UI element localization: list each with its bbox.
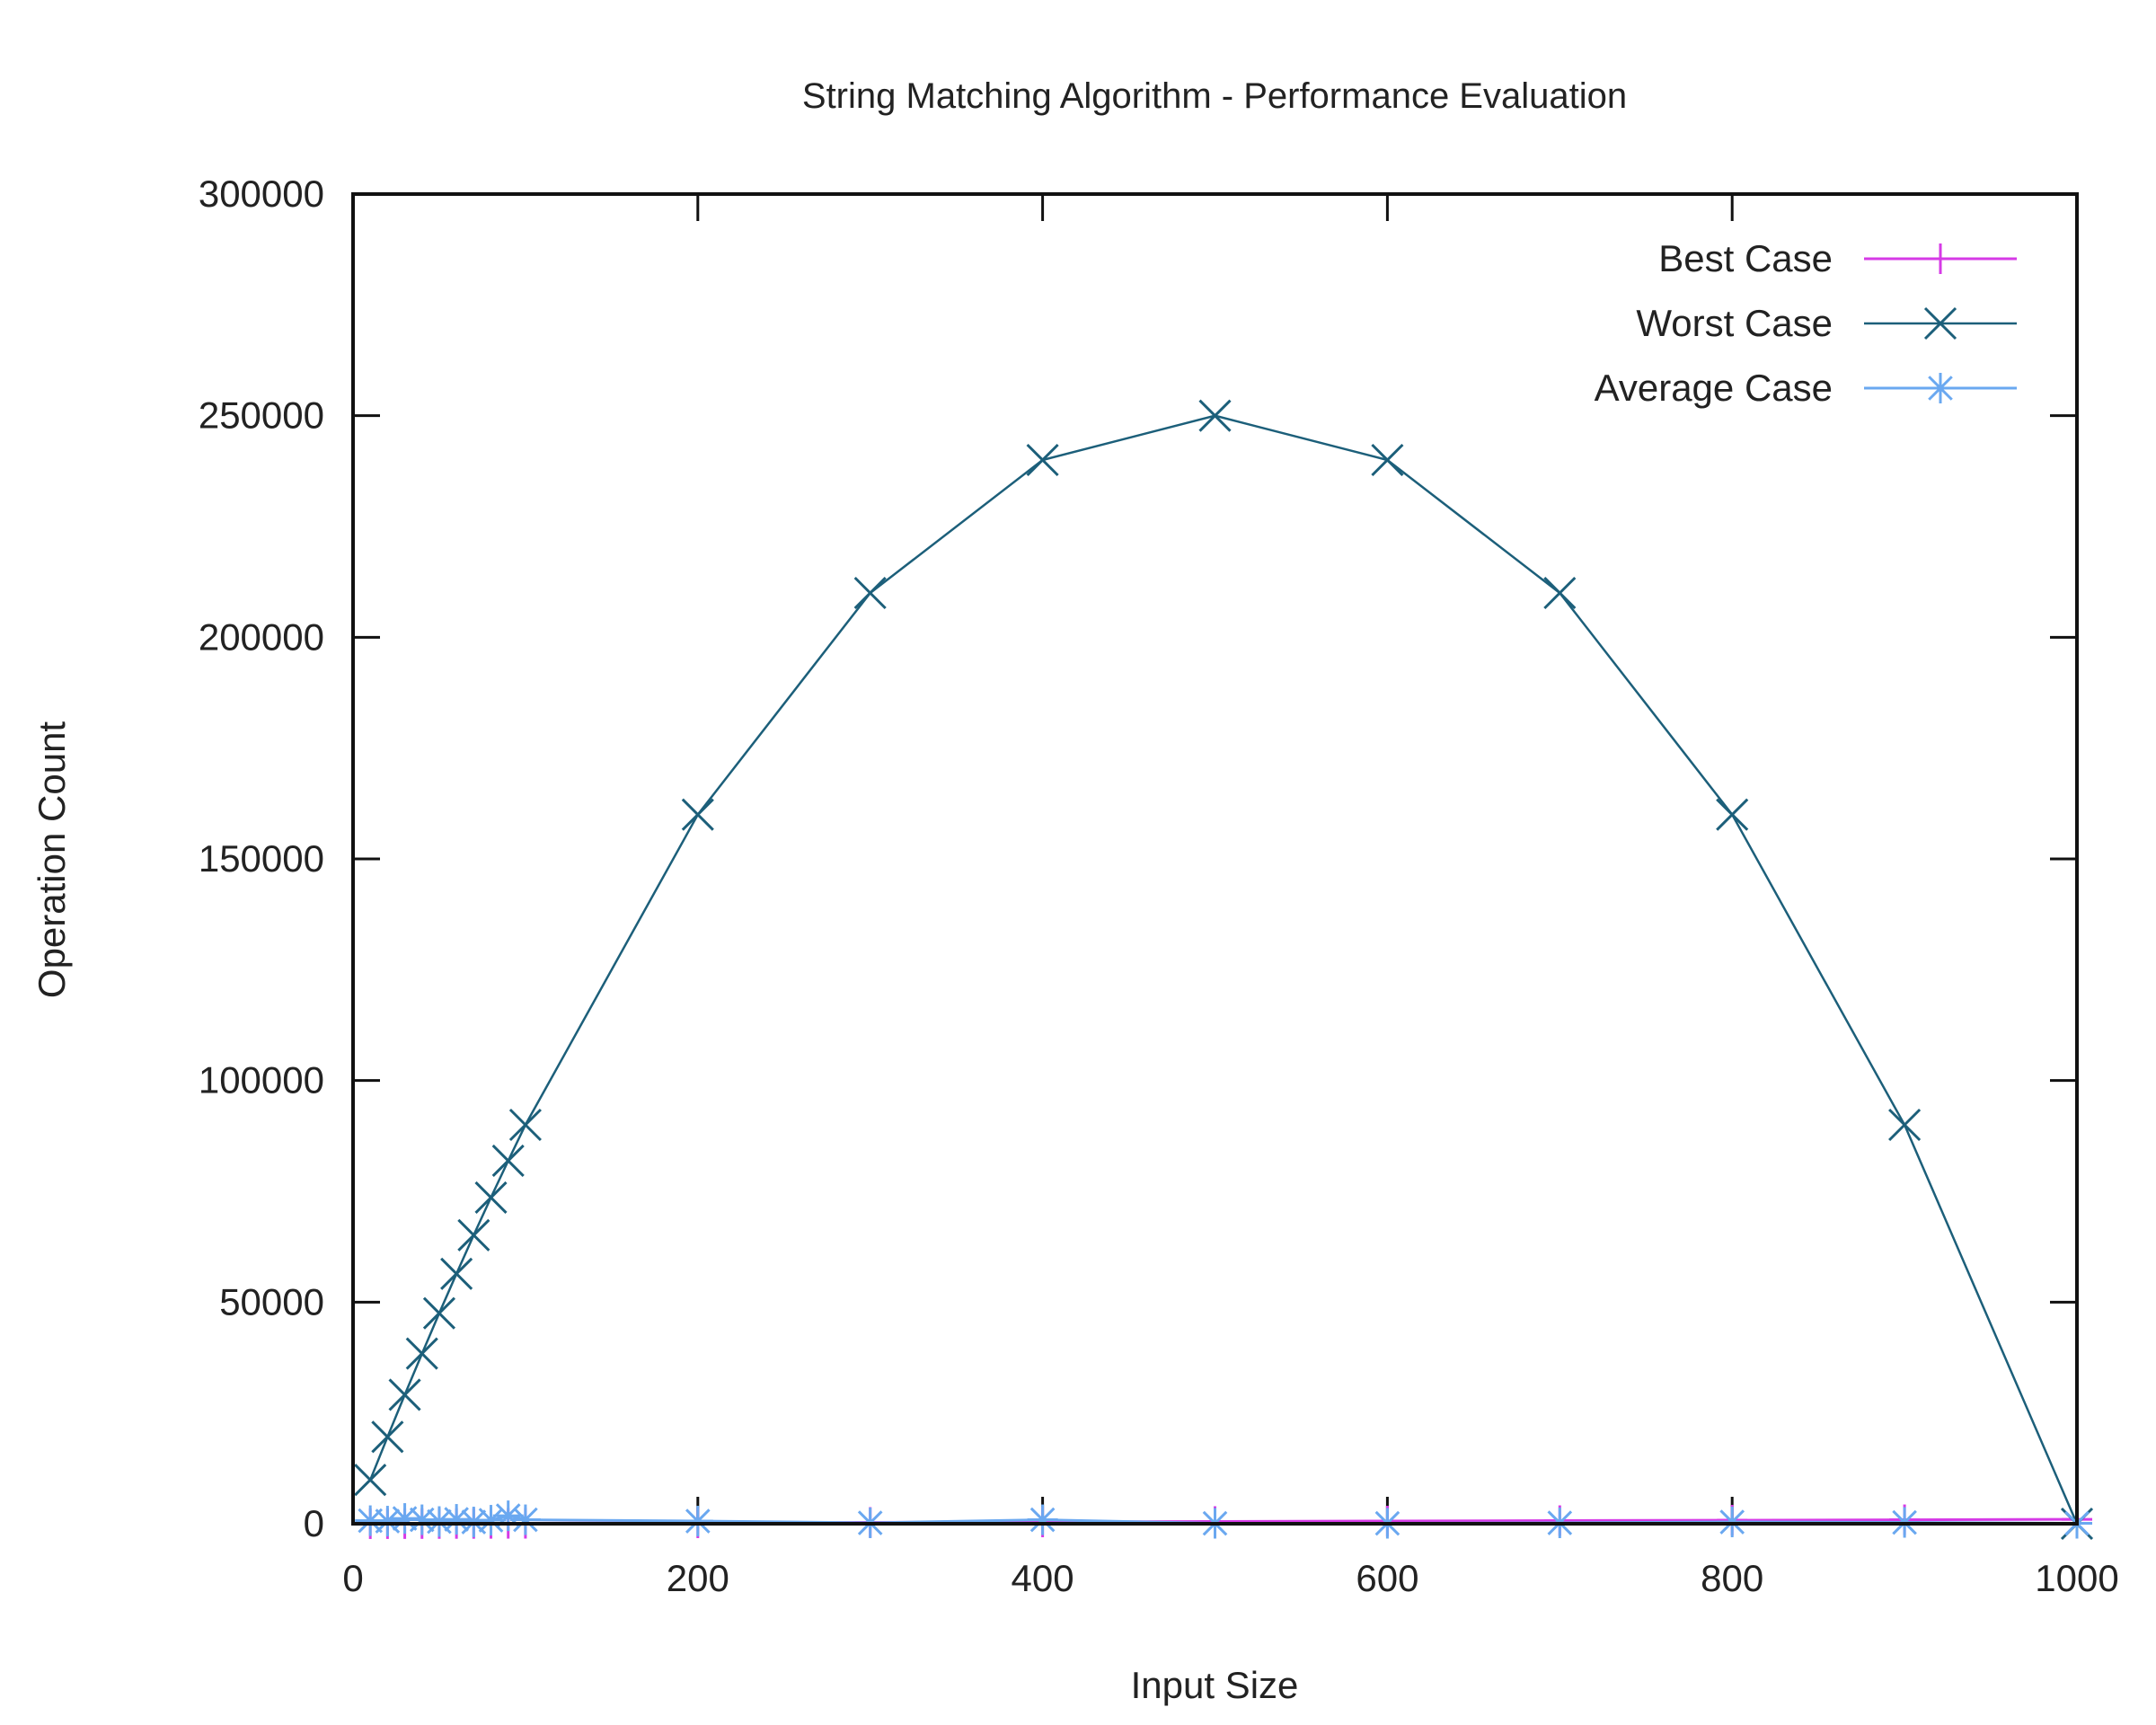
data-point-marker bbox=[1371, 443, 1404, 477]
y-tick-label: 150000 bbox=[199, 837, 324, 880]
legend-label: Worst Case bbox=[1636, 302, 1833, 344]
data-point-marker bbox=[681, 798, 714, 831]
data-point-marker bbox=[513, 1507, 538, 1533]
data-point bbox=[1198, 399, 1232, 432]
x-tick-label: 1000 bbox=[2035, 1557, 2118, 1599]
data-point-marker bbox=[427, 1508, 452, 1535]
data-point bbox=[474, 1181, 508, 1214]
legend-item: Average Case bbox=[1595, 367, 2017, 409]
data-point bbox=[1026, 443, 1059, 477]
data-point-marker bbox=[354, 1464, 387, 1497]
data-point-marker bbox=[1026, 443, 1059, 477]
x-tick-label: 800 bbox=[1701, 1557, 1763, 1599]
data-point bbox=[681, 798, 714, 831]
data-point-marker bbox=[508, 1108, 542, 1142]
data-point bbox=[422, 1296, 456, 1330]
data-point bbox=[1371, 443, 1404, 477]
data-point bbox=[457, 1218, 490, 1252]
data-point-marker bbox=[1716, 798, 1749, 831]
y-tick-label: 50000 bbox=[219, 1280, 324, 1322]
y-tick-label: 0 bbox=[304, 1502, 324, 1544]
legend: Best Case Worst Case Average Case bbox=[1595, 237, 2017, 409]
y-tick-label: 100000 bbox=[199, 1059, 324, 1101]
data-point-marker bbox=[491, 1144, 525, 1178]
data-point-marker bbox=[375, 1508, 401, 1534]
y-axis-label: Operation Count bbox=[31, 721, 73, 999]
data-point-marker bbox=[853, 576, 887, 610]
data-point bbox=[1543, 576, 1577, 610]
data-point-marker bbox=[474, 1181, 508, 1214]
plot-frame bbox=[351, 192, 2079, 1526]
series-worst-case bbox=[354, 399, 2094, 1541]
ticks-layer: 0 200 400 600 800 1000 0 50000 100000 150000 20000… bbox=[199, 172, 2119, 1599]
data-point-marker bbox=[440, 1257, 473, 1290]
data-point bbox=[1888, 1108, 1922, 1142]
data-point-marker bbox=[388, 1378, 421, 1411]
x-tick-label: 200 bbox=[667, 1557, 729, 1599]
x-tick-label: 0 bbox=[342, 1557, 363, 1599]
y-tick-label: 250000 bbox=[199, 394, 324, 437]
data-point bbox=[371, 1420, 404, 1454]
x-tick-label: 600 bbox=[1356, 1557, 1418, 1599]
legend-label: Best Case bbox=[1658, 237, 1833, 279]
y-tick-label: 200000 bbox=[199, 615, 324, 658]
chart-title: String Matching Algorithm - Performance … bbox=[802, 76, 1627, 116]
data-point-marker bbox=[1888, 1108, 1922, 1142]
data-point bbox=[441, 1504, 473, 1535]
data-point-marker bbox=[371, 1420, 404, 1454]
data-point-marker bbox=[478, 1508, 504, 1533]
data-point bbox=[682, 1506, 713, 1537]
legend-marker bbox=[1923, 306, 1957, 341]
x-tick-label: 400 bbox=[1012, 1557, 1074, 1599]
x-axis-label: Input Size bbox=[1131, 1664, 1299, 1706]
series-line bbox=[369, 414, 2079, 1525]
data-point-marker bbox=[457, 1218, 490, 1252]
data-point bbox=[423, 1506, 455, 1537]
legend-marker bbox=[1928, 376, 1953, 401]
data-point bbox=[354, 1464, 387, 1497]
data-point bbox=[509, 1504, 541, 1535]
data-point bbox=[1716, 798, 1749, 831]
series-layer bbox=[354, 399, 2094, 1541]
data-point bbox=[1027, 1504, 1058, 1535]
data-point-marker bbox=[422, 1296, 456, 1330]
legend-item: Worst Case bbox=[1636, 302, 2017, 344]
y-tick-label: 300000 bbox=[199, 172, 324, 215]
data-point bbox=[440, 1257, 473, 1290]
data-point bbox=[853, 576, 887, 610]
legend-item: Best Case bbox=[1658, 237, 2017, 279]
legend-label: Average Case bbox=[1595, 367, 1833, 409]
data-point bbox=[406, 1504, 437, 1535]
data-point bbox=[475, 1505, 507, 1536]
data-point bbox=[508, 1108, 542, 1142]
data-point bbox=[405, 1337, 438, 1370]
data-point-marker bbox=[685, 1508, 711, 1534]
data-point bbox=[388, 1378, 421, 1411]
data-point-marker bbox=[1198, 399, 1232, 432]
data-point-marker bbox=[1029, 1507, 1056, 1533]
data-point bbox=[491, 1144, 525, 1178]
data-point-marker bbox=[405, 1337, 438, 1370]
data-point-marker bbox=[1543, 576, 1577, 610]
